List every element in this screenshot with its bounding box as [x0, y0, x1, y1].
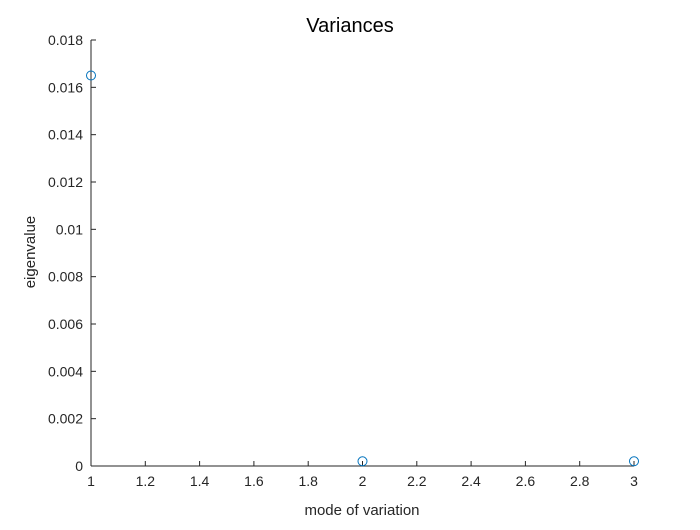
x-axis-label: mode of variation — [304, 502, 419, 519]
data-point — [357, 456, 368, 467]
x-tick-label: 1.8 — [298, 473, 318, 489]
y-tick-label: 0 — [75, 458, 83, 474]
x-axis-ticks: 1 1.2 1.4 1.6 1.8 2 2.2 2.4 2.6 2.8 3 — [87, 461, 638, 489]
y-tick-label: 0.014 — [48, 127, 83, 143]
y-tick-label: 0.012 — [48, 174, 83, 190]
y-tick-label: 0.002 — [48, 411, 83, 427]
y-tick-label: 0.006 — [48, 316, 83, 332]
x-tick-label: 2.2 — [407, 473, 427, 489]
x-tick-label: 2.4 — [461, 473, 481, 489]
x-tick-label: 2 — [359, 473, 367, 489]
x-tick-label: 2.8 — [570, 473, 590, 489]
y-tick-label: 0.01 — [56, 221, 83, 237]
x-tick-label: 1 — [87, 473, 95, 489]
x-tick-label: 3 — [630, 473, 638, 489]
x-tick-label: 2.6 — [516, 473, 536, 489]
x-tick-label: 1.4 — [190, 473, 210, 489]
chart-title: Variances — [306, 15, 393, 37]
y-tick-label: 0.016 — [48, 79, 83, 95]
axes — [90, 40, 634, 467]
data-point — [86, 70, 96, 81]
y-axis-label: eigenvalue — [22, 216, 39, 289]
y-tick-label: 0.004 — [48, 363, 83, 379]
data-point — [629, 456, 639, 467]
y-tick-label: 0.018 — [48, 32, 83, 48]
data-points — [86, 70, 639, 467]
x-tick-label: 1.2 — [136, 473, 156, 489]
y-tick-label: 0.008 — [48, 269, 83, 285]
x-tick-label: 1.6 — [244, 473, 264, 489]
y-axis-ticks: 0 0.002 0.004 0.006 0.008 0.01 0.012 0.014 0.016… — [48, 32, 96, 474]
